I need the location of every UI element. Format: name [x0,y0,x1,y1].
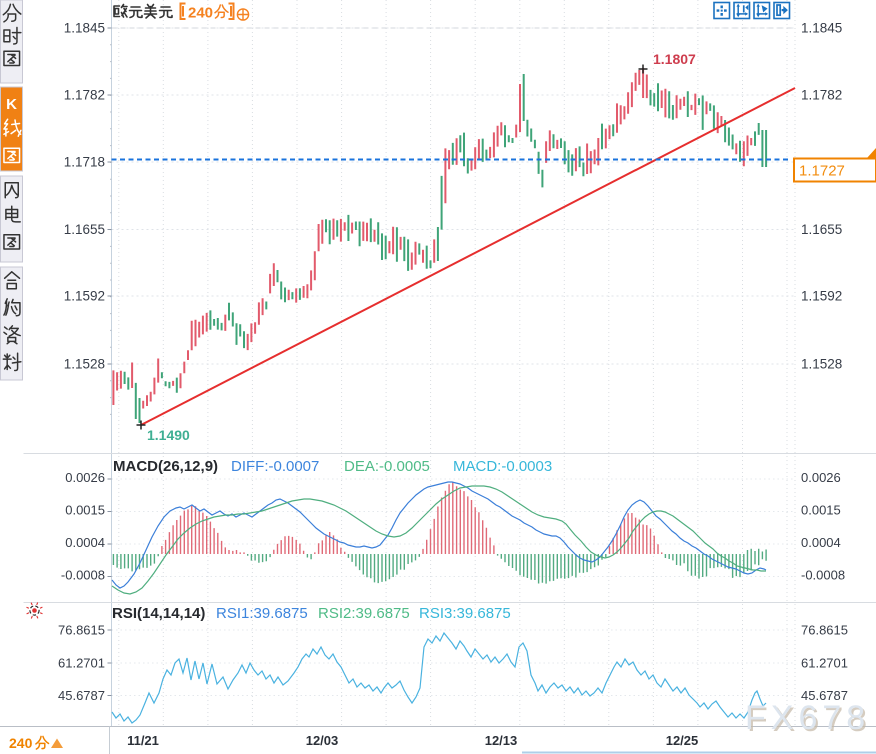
svg-text:RSI2:39.6875: RSI2:39.6875 [318,605,410,622]
svg-text:DIFF:-0.0007: DIFF:-0.0007 [231,458,319,475]
svg-text:RSI3:39.6875: RSI3:39.6875 [419,605,511,622]
svg-text:12/13: 12/13 [485,733,518,748]
svg-text:1.1782: 1.1782 [64,88,105,103]
svg-text:MACD:-0.0003: MACD:-0.0003 [453,458,552,475]
svg-text:240: 240 [188,5,213,22]
svg-text:K: K [6,96,17,113]
svg-text:1.1655: 1.1655 [64,222,105,237]
svg-text:45.6787: 45.6787 [58,688,105,703]
svg-text:MACD(26,12,9): MACD(26,12,9) [113,458,218,475]
svg-text:DEA:-0.0005: DEA:-0.0005 [344,458,430,475]
svg-text:240: 240 [9,735,33,751]
svg-text:11/21: 11/21 [127,733,159,748]
svg-text:76.8615: 76.8615 [58,623,105,638]
svg-text:0.0026: 0.0026 [65,470,105,485]
svg-text:0.0004: 0.0004 [65,535,105,550]
svg-text:1.1528: 1.1528 [64,357,105,372]
svg-text:FX678: FX678 [747,701,872,739]
svg-text:61.2701: 61.2701 [58,656,105,671]
svg-text:1.1528: 1.1528 [801,357,842,372]
svg-text:1.1807: 1.1807 [653,51,696,67]
svg-text:1.1655: 1.1655 [801,222,842,237]
svg-text:0.0015: 0.0015 [801,503,841,518]
svg-text:RSI1:39.6875: RSI1:39.6875 [216,605,308,622]
svg-text:0.0026: 0.0026 [801,470,841,485]
svg-text:1.1718: 1.1718 [64,155,105,170]
svg-text:-0.0008: -0.0008 [61,568,105,583]
svg-text:1.1845: 1.1845 [64,21,105,36]
svg-text:1.1490: 1.1490 [147,427,190,443]
svg-text:-0.0008: -0.0008 [801,568,845,583]
svg-text:FX678: FX678 [745,699,870,737]
svg-text:76.8615: 76.8615 [801,623,848,638]
svg-text:45.6787: 45.6787 [801,688,848,703]
svg-text:0.0004: 0.0004 [801,535,841,550]
svg-text:1.1782: 1.1782 [801,88,842,103]
svg-text:12/03: 12/03 [306,733,339,748]
svg-text:61.2701: 61.2701 [801,656,848,671]
svg-text:12/25: 12/25 [666,733,699,748]
svg-text:1.1592: 1.1592 [801,289,842,304]
svg-text:1.1727: 1.1727 [799,163,845,180]
svg-text:0.0015: 0.0015 [65,503,105,518]
svg-text:RSI(14,14,14): RSI(14,14,14) [112,605,205,622]
svg-text:1.1845: 1.1845 [801,21,842,36]
svg-text:1.1592: 1.1592 [64,289,105,304]
